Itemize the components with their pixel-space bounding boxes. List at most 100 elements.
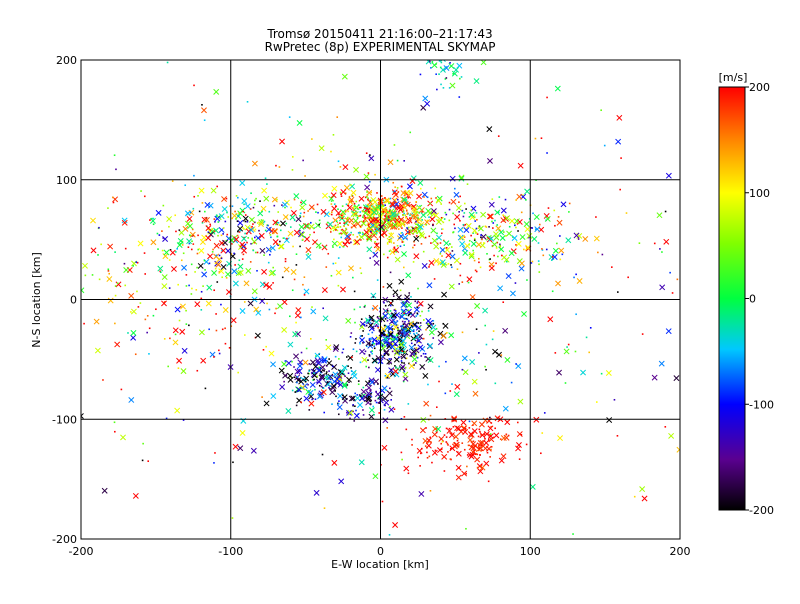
data-point-dot: [484, 437, 486, 440]
data-point-dot: [359, 211, 362, 213]
data-point-x: [352, 239, 359, 246]
data-point-x: [364, 184, 371, 191]
data-point-dot: [244, 232, 246, 235]
data-point-x: [186, 215, 193, 222]
data-point-dot: [361, 335, 363, 337]
data-point-dot: [302, 238, 304, 241]
data-point-dot: [291, 360, 293, 363]
data-point-x: [488, 235, 495, 242]
data-point-x: [329, 389, 336, 396]
data-point-dot: [326, 376, 328, 379]
data-point-x: [423, 400, 430, 407]
data-point-dot: [295, 253, 298, 256]
data-point-dot: [327, 252, 330, 255]
data-point-dot: [235, 195, 238, 197]
data-point-x: [412, 213, 419, 220]
data-point-dot: [458, 467, 461, 469]
data-point-x: [453, 441, 460, 448]
data-point-dot: [158, 234, 161, 236]
data-point-dot: [494, 427, 496, 430]
data-point-x: [606, 417, 613, 423]
data-point-x: [616, 114, 623, 121]
data-point-dot: [278, 166, 281, 168]
data-point-dot: [440, 61, 443, 64]
data-point-dot: [450, 246, 453, 248]
data-point-x: [287, 372, 294, 379]
data-point-dot: [384, 374, 387, 377]
data-point-dot: [381, 334, 384, 336]
data-point-dot: [541, 432, 544, 434]
data-point-dot: [367, 172, 370, 174]
data-point-dot: [246, 241, 248, 244]
data-point-dot: [192, 207, 195, 210]
data-point-x: [360, 388, 367, 395]
data-point-dot: [341, 217, 344, 220]
data-point-dot: [430, 197, 433, 200]
data-point-dot: [426, 219, 429, 222]
data-point-x: [270, 393, 277, 400]
data-point-x: [358, 234, 365, 241]
data-point-dot: [497, 255, 499, 258]
data-point-x: [205, 300, 212, 307]
data-point-dot: [330, 200, 333, 202]
data-point-x: [517, 398, 524, 405]
data-point-dot: [387, 312, 389, 314]
data-point-dot: [253, 236, 256, 239]
data-point-dot: [299, 212, 302, 215]
data-point-dot: [450, 266, 453, 269]
data-point-x: [194, 301, 201, 308]
data-point-dot: [486, 253, 488, 255]
data-point-dot: [293, 198, 296, 201]
data-point-x: [268, 270, 275, 277]
data-point-dot: [275, 223, 277, 226]
data-point-dot: [397, 336, 399, 338]
data-point-dot: [400, 355, 403, 358]
data-point-dot: [260, 219, 263, 221]
data-point-x: [271, 196, 278, 203]
data-point-x: [380, 326, 387, 332]
data-point-x: [556, 219, 563, 226]
data-point-dot: [398, 215, 400, 218]
data-point-dot: [402, 300, 405, 303]
data-point-dot: [299, 245, 301, 248]
data-point-dot: [69, 313, 71, 315]
data-point-dot: [616, 435, 619, 437]
data-point-dot: [339, 246, 341, 249]
data-point-x: [366, 235, 373, 242]
data-point-x: [406, 217, 413, 224]
data-point-x: [330, 383, 337, 389]
data-point-dot: [380, 195, 383, 197]
data-point-dot: [3, 284, 5, 286]
data-point-dot: [485, 343, 488, 346]
data-point-dot: [424, 236, 427, 239]
data-point-dot: [452, 420, 455, 422]
data-point-dot: [275, 164, 277, 167]
data-point-dot: [401, 309, 404, 311]
data-point-dot: [520, 211, 523, 214]
data-point-x: [205, 225, 212, 232]
data-point-dot: [520, 433, 523, 436]
data-point-x: [258, 219, 265, 226]
data-point-x: [121, 217, 128, 224]
data-point-dot: [266, 183, 268, 185]
data-point-x: [308, 400, 315, 407]
data-point-dot: [396, 244, 399, 247]
data-point-x: [424, 100, 431, 107]
data-point-x: [373, 259, 380, 266]
data-point-dot: [288, 116, 291, 118]
data-point-dot: [443, 434, 446, 436]
data-point-dot: [446, 331, 448, 334]
data-point-dot: [381, 207, 384, 210]
data-point-dot: [568, 211, 570, 213]
data-point-dot: [380, 334, 382, 337]
data-point-dot: [402, 210, 405, 213]
data-point-dot: [107, 268, 110, 271]
data-point-x: [503, 256, 510, 263]
data-point-dot: [477, 257, 480, 260]
data-point-dot: [414, 353, 417, 356]
data-point-x: [298, 231, 304, 238]
data-point-x: [346, 376, 352, 383]
data-point-dot: [429, 60, 431, 63]
data-point-dot: [397, 329, 399, 332]
data-point-x: [468, 444, 475, 451]
